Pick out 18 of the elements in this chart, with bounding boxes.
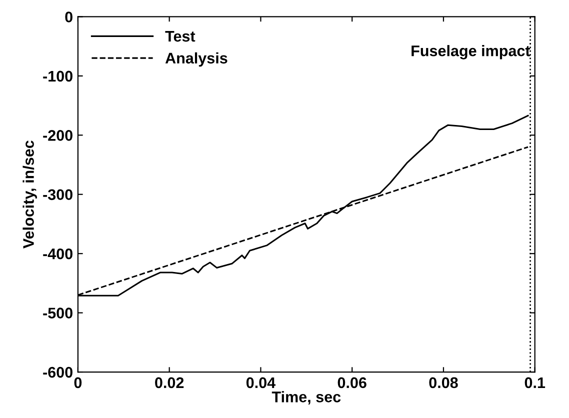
x-tick-label: 0.08: [429, 377, 458, 388]
y-tick-label: -200: [43, 130, 72, 141]
y-tick-label: 0: [65, 12, 72, 22]
ref-line-label: Fuselage impact: [412, 45, 530, 60]
y-tick-label: -600: [43, 366, 72, 378]
x-tick-label: 0: [74, 377, 82, 388]
y-axis-title: Velocity, in/sec: [22, 140, 37, 248]
x-tick-label: 0.02: [155, 377, 184, 388]
x-tick-label: 0.04: [246, 377, 276, 388]
y-tick-label: -300: [43, 189, 72, 200]
y-tick-label: -100: [43, 70, 72, 82]
y-tick-label: -500: [43, 308, 72, 318]
x-axis-title: Time, sec: [272, 391, 341, 405]
legend-label: Test: [165, 31, 196, 42]
x-tick-label: 0.1: [524, 377, 546, 388]
legend-label: Analysis: [165, 52, 228, 67]
y-tick-label: -400: [43, 248, 72, 260]
x-tick-label: 0.06: [338, 377, 366, 388]
